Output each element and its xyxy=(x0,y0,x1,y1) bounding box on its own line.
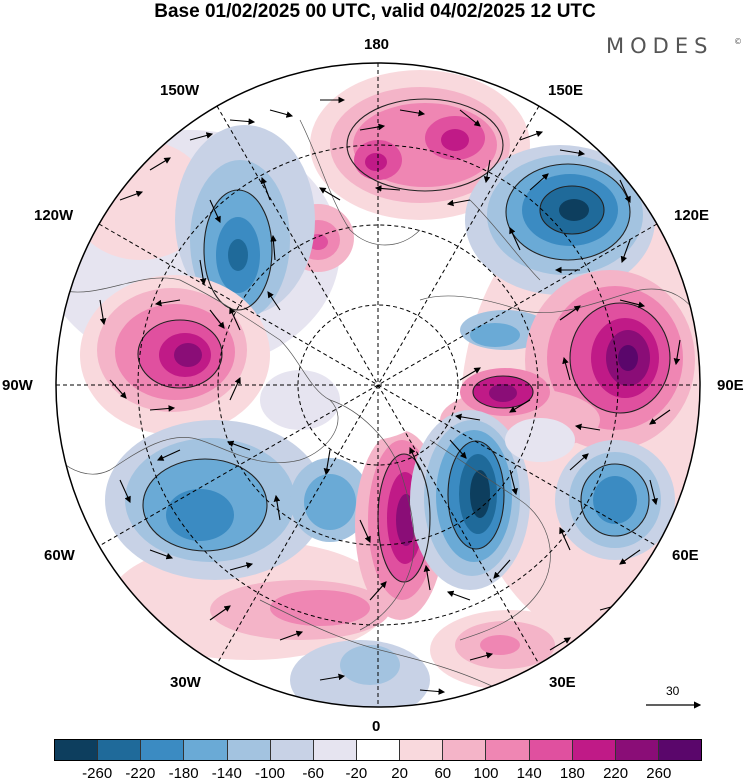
lon-label-30w: 30W xyxy=(170,674,201,691)
modes-logo: MODES xyxy=(606,34,714,58)
lon-label-120e: 120E xyxy=(674,207,710,224)
lon-label-150e: 150E xyxy=(548,82,584,99)
colorbar-segment xyxy=(658,740,702,760)
colorbar-tick-label: 220 xyxy=(603,765,629,782)
lon-label-90e: 90E xyxy=(717,377,744,394)
colorbar-segment xyxy=(572,740,616,760)
colorbar-tick-label: 180 xyxy=(559,765,585,782)
negative-anomaly-west-siberia xyxy=(555,440,675,560)
anomaly-field xyxy=(56,63,700,707)
colorbar-segment xyxy=(98,740,142,760)
lon-label-60e: 60E xyxy=(672,547,699,564)
colorbar-segment xyxy=(529,740,573,760)
colorbar-segment xyxy=(141,740,185,760)
colorbar-tick-label: -180 xyxy=(168,765,199,782)
negative-anomaly-north-africa xyxy=(290,640,430,707)
wind-vectors xyxy=(99,96,681,695)
negative-anomaly-siberia xyxy=(460,145,655,350)
colorbar-tick-label: -20 xyxy=(345,765,368,782)
colorbar-tick-label: 100 xyxy=(473,765,499,782)
colorbar-tick-label: 20 xyxy=(391,765,408,782)
colorbar-segment xyxy=(270,740,314,760)
graticule xyxy=(56,63,700,707)
colorbar-tick-label: -100 xyxy=(254,765,286,782)
colorbar-tick-label: 60 xyxy=(434,765,452,782)
colorbar-segment xyxy=(400,740,444,760)
lon-label-0: 0 xyxy=(372,718,381,735)
colorbar-segment xyxy=(443,740,487,760)
colorbar-segment xyxy=(313,740,357,760)
colorbar-tick-label: -60 xyxy=(302,765,325,782)
copyright-mark: © xyxy=(734,37,742,46)
colorbar-segment xyxy=(184,740,228,760)
reference-vector-label: 30 xyxy=(666,684,680,698)
colorbar-segment xyxy=(55,740,99,760)
colorbar xyxy=(54,739,702,761)
colorbar-tick-label: -220 xyxy=(125,765,156,782)
map-title: Base 01/02/2025 00 UTC, valid 04/02/2025… xyxy=(154,1,596,22)
positive-anomaly-north-pacific xyxy=(310,70,530,220)
positive-anomaly-canada xyxy=(80,275,270,435)
colorbar-segment xyxy=(227,740,271,760)
colorbar-tick-label: 140 xyxy=(516,765,542,782)
lon-label-90w: 90W xyxy=(2,377,33,394)
colorbar-segment xyxy=(356,740,401,760)
map-boundary xyxy=(55,62,701,708)
lon-label-30e: 30E xyxy=(549,674,576,691)
lon-label-120w: 120W xyxy=(34,207,74,224)
colorbar-segment xyxy=(486,740,530,760)
negative-anomaly-alaska xyxy=(175,125,315,320)
lon-label-180: 180 xyxy=(364,36,390,53)
lon-label-150w: 150W xyxy=(160,82,200,99)
colorbar-tick-label: -260 xyxy=(82,765,113,782)
colorbar-tick-label: 260 xyxy=(646,765,672,782)
lon-label-60w: 60W xyxy=(44,547,75,564)
colorbar-tick-label: -140 xyxy=(211,765,242,782)
coastlines xyxy=(59,119,700,691)
colorbar-segment xyxy=(615,740,659,760)
